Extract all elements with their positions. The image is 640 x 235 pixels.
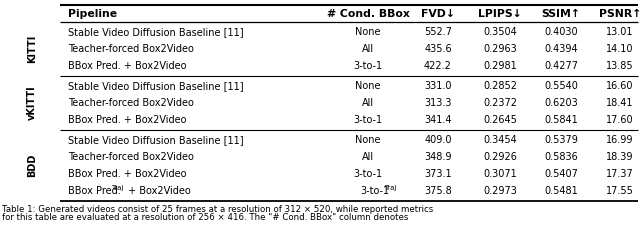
Text: 18.39: 18.39 xyxy=(606,152,634,162)
Text: 0.4394: 0.4394 xyxy=(544,44,578,54)
Text: 409.0: 409.0 xyxy=(424,135,452,145)
Text: SSIM↑: SSIM↑ xyxy=(541,9,580,19)
Text: 3-to-1: 3-to-1 xyxy=(353,115,383,125)
Text: 373.1: 373.1 xyxy=(424,169,452,179)
Text: Stable Video Diffusion Baseline [11]: Stable Video Diffusion Baseline [11] xyxy=(68,135,244,145)
Text: 0.2963: 0.2963 xyxy=(483,44,517,54)
Text: 435.6: 435.6 xyxy=(424,44,452,54)
Text: 3-to-1: 3-to-1 xyxy=(353,169,383,179)
Text: 16.60: 16.60 xyxy=(606,81,634,91)
Text: 0.3454: 0.3454 xyxy=(483,135,517,145)
Text: vKITTI: vKITTI xyxy=(27,86,37,120)
Text: 422.2: 422.2 xyxy=(424,61,452,71)
Text: PSNR↑: PSNR↑ xyxy=(599,9,640,19)
Text: 375.8: 375.8 xyxy=(424,186,452,196)
Text: 0.2852: 0.2852 xyxy=(483,81,517,91)
Text: 18.41: 18.41 xyxy=(606,98,634,108)
Text: 0.2645: 0.2645 xyxy=(483,115,517,125)
Text: 16.99: 16.99 xyxy=(606,135,634,145)
Text: 17.60: 17.60 xyxy=(606,115,634,125)
Text: BDD: BDD xyxy=(27,154,37,177)
Text: BBox Pred. + Box2Video: BBox Pred. + Box2Video xyxy=(68,61,186,71)
Text: 0.2973: 0.2973 xyxy=(483,186,517,196)
Text: 0.4030: 0.4030 xyxy=(544,27,578,37)
Text: Stable Video Diffusion Baseline [11]: Stable Video Diffusion Baseline [11] xyxy=(68,81,244,91)
Text: # Cond. BBox: # Cond. BBox xyxy=(326,9,410,19)
Text: 331.0: 331.0 xyxy=(424,81,452,91)
Text: for this table are evaluated at a resolution of 256 × 416. The "# Cond. BBox" co: for this table are evaluated at a resolu… xyxy=(2,214,408,223)
Text: 0.5407: 0.5407 xyxy=(544,169,578,179)
Text: 0.2981: 0.2981 xyxy=(483,61,517,71)
Text: Teacher-forced Box2Video: Teacher-forced Box2Video xyxy=(68,98,194,108)
Text: Table 1: Generated videos consist of 25 frames at a resolution of 312 × 520, whi: Table 1: Generated videos consist of 25 … xyxy=(2,204,433,214)
Text: + Box2Video: + Box2Video xyxy=(125,186,191,196)
Text: 17.55: 17.55 xyxy=(606,186,634,196)
Text: 0.3071: 0.3071 xyxy=(483,169,517,179)
Text: 0.3504: 0.3504 xyxy=(483,27,517,37)
Text: BBox Pred. + Box2Video: BBox Pred. + Box2Video xyxy=(68,115,186,125)
Text: 313.3: 313.3 xyxy=(424,98,452,108)
Text: Pipeline: Pipeline xyxy=(68,9,117,19)
Text: 0.4277: 0.4277 xyxy=(544,61,578,71)
Text: 3-to-1: 3-to-1 xyxy=(360,186,389,196)
Text: Traj: Traj xyxy=(384,185,396,191)
Text: 3-to-1: 3-to-1 xyxy=(353,61,383,71)
Text: 0.2372: 0.2372 xyxy=(483,98,517,108)
Text: All: All xyxy=(362,152,374,162)
Text: 0.2926: 0.2926 xyxy=(483,152,517,162)
Text: 0.5841: 0.5841 xyxy=(544,115,578,125)
Text: 0.5836: 0.5836 xyxy=(544,152,578,162)
Text: Teacher-forced Box2Video: Teacher-forced Box2Video xyxy=(68,44,194,54)
Text: None: None xyxy=(355,81,381,91)
Text: All: All xyxy=(362,44,374,54)
Text: 0.5379: 0.5379 xyxy=(544,135,578,145)
Text: Stable Video Diffusion Baseline [11]: Stable Video Diffusion Baseline [11] xyxy=(68,27,244,37)
Text: BBox Pred.: BBox Pred. xyxy=(68,186,121,196)
Text: 552.7: 552.7 xyxy=(424,27,452,37)
Text: FVD↓: FVD↓ xyxy=(421,9,455,19)
Text: 0.5540: 0.5540 xyxy=(544,81,578,91)
Text: Teacher-forced Box2Video: Teacher-forced Box2Video xyxy=(68,152,194,162)
Text: KITTI: KITTI xyxy=(27,35,37,63)
Text: Traj: Traj xyxy=(111,185,124,191)
Text: None: None xyxy=(355,27,381,37)
Text: LPIPS↓: LPIPS↓ xyxy=(478,9,522,19)
Text: BBox Pred. + Box2Video: BBox Pred. + Box2Video xyxy=(68,169,186,179)
Text: 13.85: 13.85 xyxy=(606,61,634,71)
Text: 17.37: 17.37 xyxy=(606,169,634,179)
Text: None: None xyxy=(355,135,381,145)
Text: 0.6203: 0.6203 xyxy=(544,98,578,108)
Text: 0.5481: 0.5481 xyxy=(544,186,578,196)
Text: 13.01: 13.01 xyxy=(606,27,634,37)
Text: 348.9: 348.9 xyxy=(424,152,452,162)
Text: 14.10: 14.10 xyxy=(606,44,634,54)
Text: All: All xyxy=(362,98,374,108)
Text: 341.4: 341.4 xyxy=(424,115,452,125)
